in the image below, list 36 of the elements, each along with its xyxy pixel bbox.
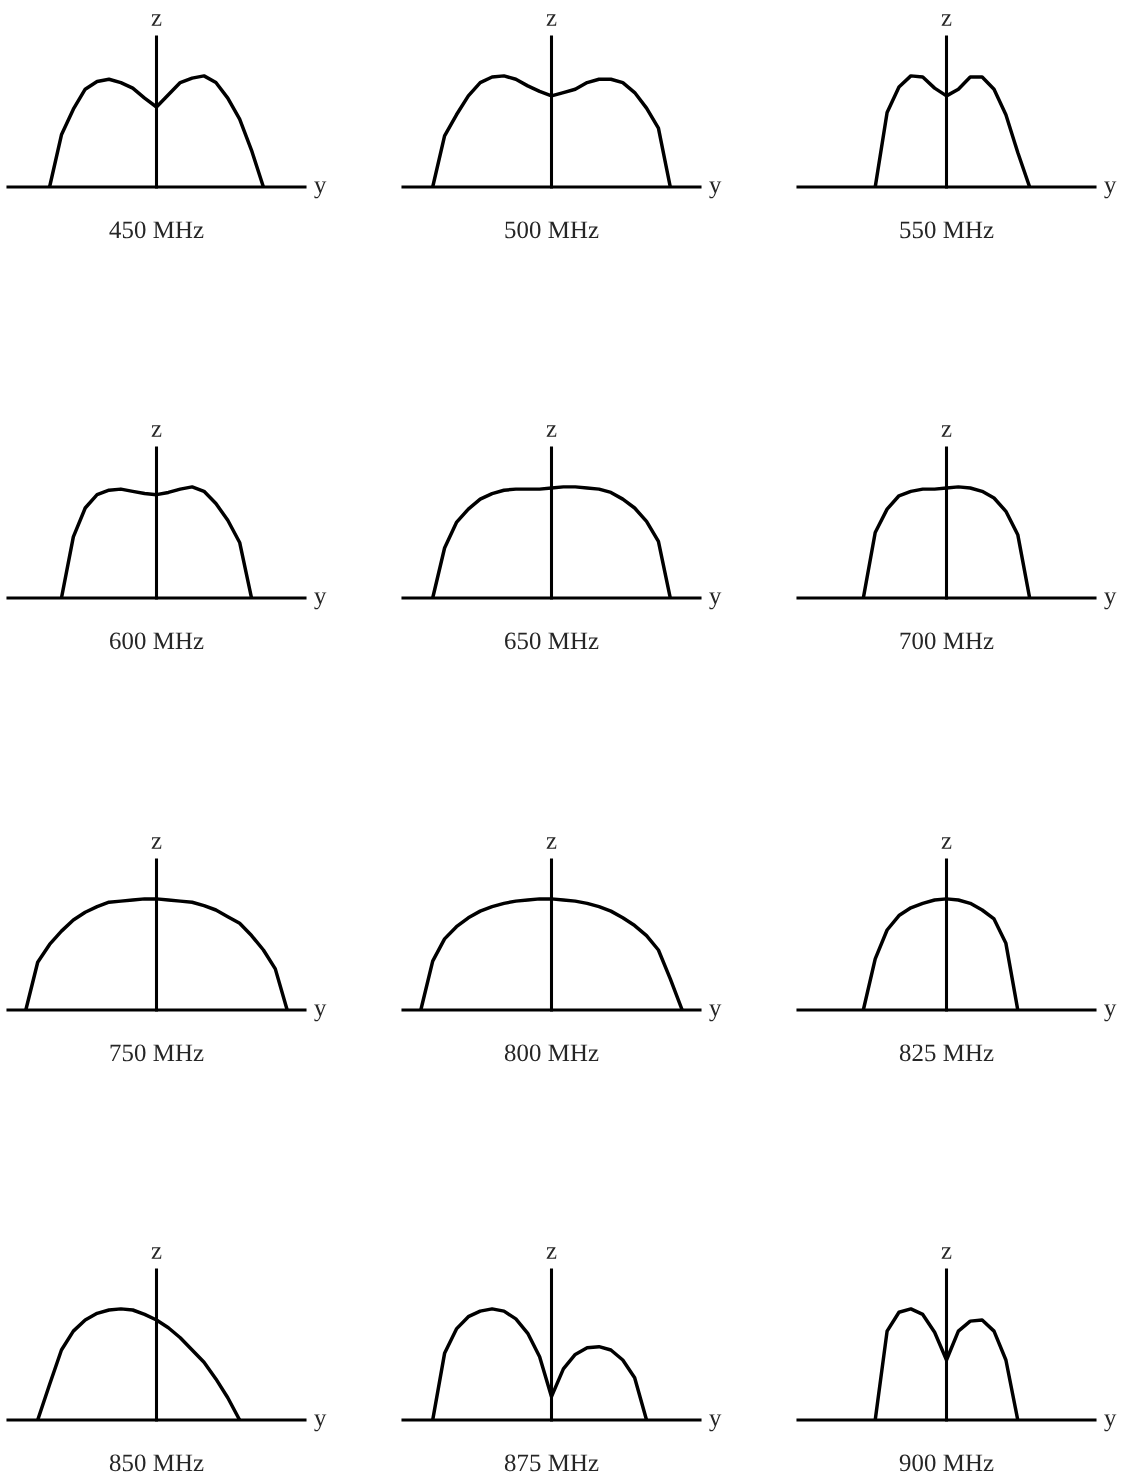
x-axis-title: y: [314, 1004, 327, 1022]
text: 500 MHz: [505, 221, 599, 239]
x-axis-title: y: [314, 592, 327, 610]
y-axis-title: z: [941, 425, 952, 437]
text: 750 MHz: [110, 1044, 204, 1062]
y-axis-title: z: [941, 837, 952, 849]
x-axis-title: y: [709, 1004, 722, 1022]
x-axis-title: y: [709, 181, 722, 199]
text: 875 MHz: [504, 1454, 599, 1472]
text: 450 MHz: [109, 221, 204, 239]
text: 825 MHz: [899, 1044, 994, 1062]
x-axis-title: y: [1104, 181, 1117, 199]
x-axis-title: y: [709, 1414, 722, 1432]
text: 600 MHz: [110, 632, 204, 650]
x-axis-title: y: [314, 1414, 327, 1432]
y-axis-title: z: [546, 837, 557, 849]
x-axis-title: y: [709, 592, 722, 610]
y-axis-title: z: [151, 837, 162, 849]
y-axis-title: z: [151, 425, 162, 437]
text: 800 MHz: [504, 1044, 599, 1062]
y-axis-title: z: [546, 1247, 557, 1259]
y-axis-title: z: [151, 1247, 162, 1259]
x-axis-title: y: [1104, 1414, 1117, 1432]
x-axis-title: y: [1104, 1004, 1117, 1022]
x-axis-title: y: [314, 181, 327, 199]
y-axis-title: z: [546, 14, 557, 26]
text: 850 MHz: [109, 1454, 204, 1472]
text: 550 MHz: [900, 221, 994, 239]
y-axis-title: z: [151, 14, 162, 26]
text: 900 MHz: [899, 1454, 994, 1472]
y-axis-title: z: [546, 425, 557, 437]
y-axis-title: z: [941, 14, 952, 26]
x-axis-title: y: [1104, 592, 1117, 610]
text: 650 MHz: [505, 632, 599, 650]
y-axis-title: z: [941, 1247, 952, 1259]
text: 700 MHz: [900, 632, 994, 650]
